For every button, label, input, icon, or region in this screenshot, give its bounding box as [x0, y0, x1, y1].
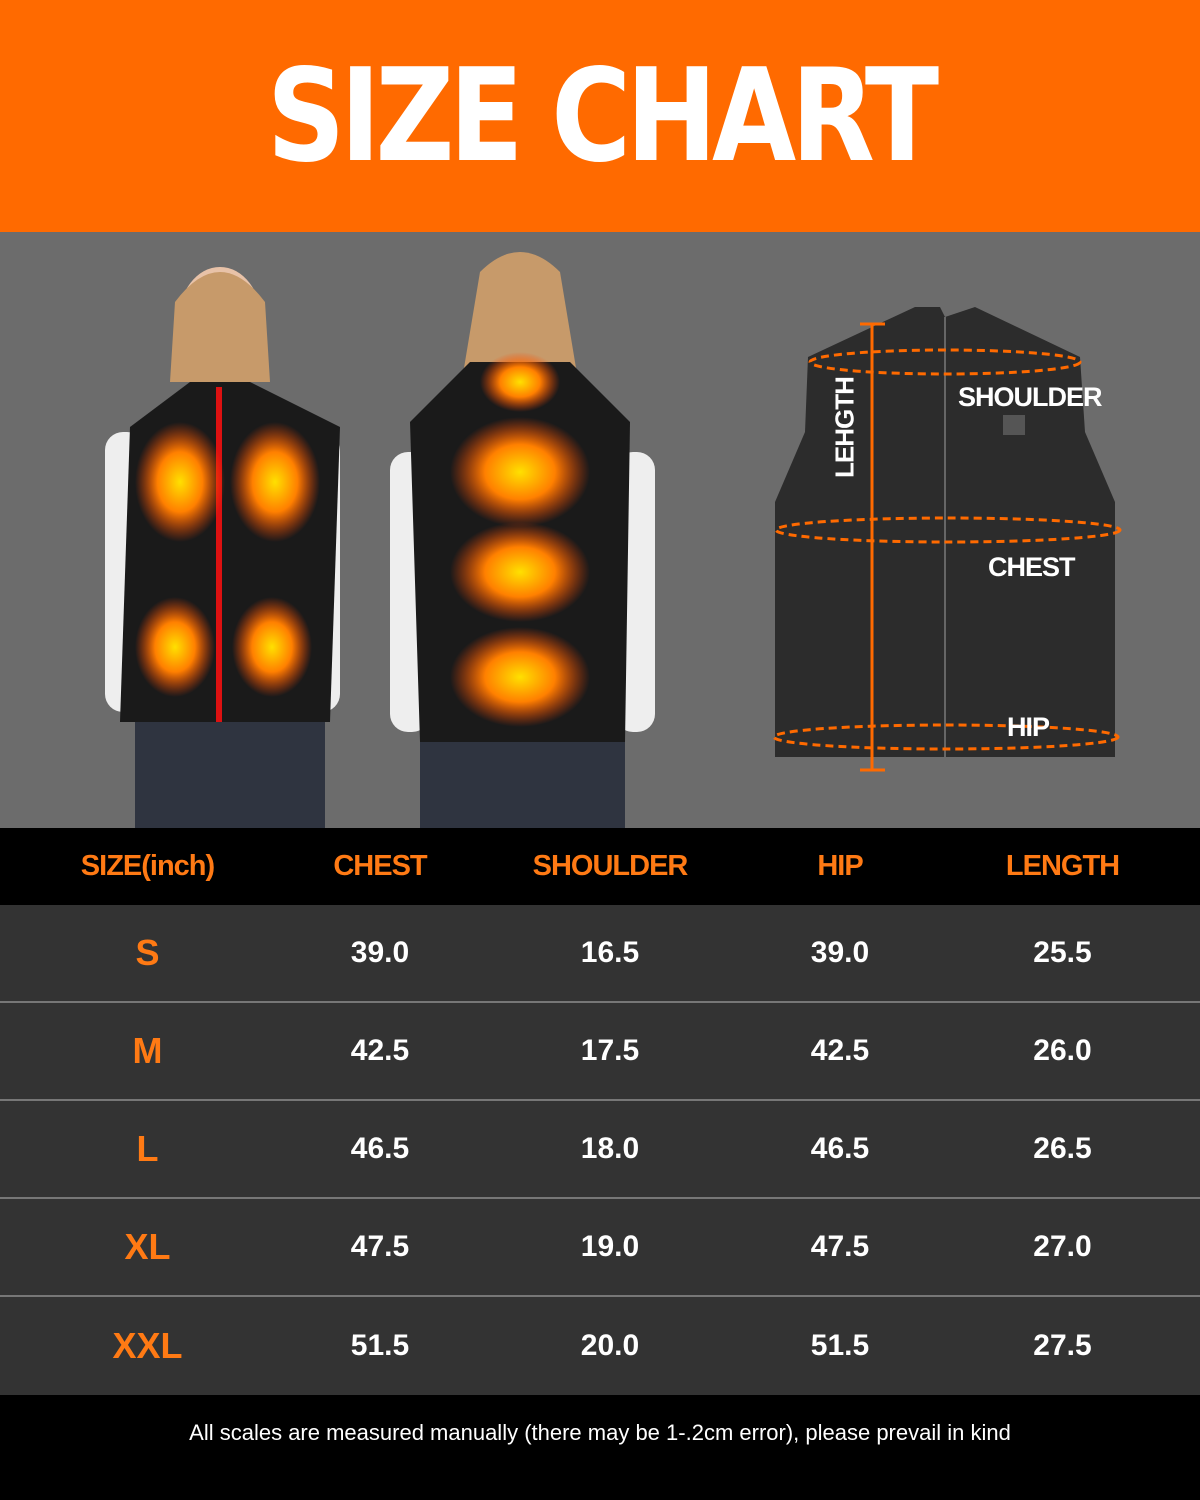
cell-chest: 47.5: [350, 1230, 410, 1263]
cell-chest: 46.5: [350, 1132, 410, 1165]
cell-length: 26.0: [1033, 1034, 1092, 1067]
cell-chest: 42.5: [350, 1034, 410, 1067]
shoulder-label: SHOULDER: [958, 382, 1103, 412]
cell-size: L: [136, 1128, 159, 1169]
cell-hip: 42.5: [810, 1034, 870, 1067]
table-row: XXL 51.5 20.0 51.5 27.5: [0, 1297, 1200, 1395]
cell-size: S: [135, 932, 160, 973]
cell-hip: 47.5: [810, 1230, 870, 1263]
front-model: [105, 267, 340, 828]
cell-size: XL: [124, 1226, 171, 1267]
table-row: M 42.5 17.5 42.5 26.0: [0, 1003, 1200, 1101]
product-photo-area: SHOULDER CHEST HIP LEHGTH: [0, 232, 1200, 828]
size-table-body: S 39.0 16.5 39.0 25.5 M 42.5 17.5 42.5 26.0 L 46.5 1…: [0, 905, 1200, 1395]
header-size: SIZE(inch): [80, 850, 215, 882]
cell-length: 26.5: [1033, 1132, 1092, 1165]
cell-shoulder: 17.5: [580, 1034, 640, 1067]
length-label: LEHGTH: [829, 377, 860, 478]
table-row: S 39.0 16.5 39.0 25.5: [0, 905, 1200, 1003]
footer-note: All scales are measured manually (there …: [0, 1395, 1200, 1470]
cell-length: 27.0: [1033, 1230, 1092, 1263]
cell-chest: 51.5: [350, 1329, 410, 1362]
cell-hip: 51.5: [810, 1329, 870, 1362]
cell-shoulder: 19.0: [580, 1230, 640, 1263]
header-length: LENGTH: [1005, 850, 1120, 882]
cell-shoulder: 18.0: [580, 1132, 640, 1165]
header-chest: CHEST: [333, 850, 427, 882]
hip-label: HIP: [1007, 712, 1050, 742]
table-row: L 46.5 18.0 46.5 26.5: [0, 1101, 1200, 1199]
cell-shoulder: 20.0: [580, 1329, 640, 1362]
table-header: SIZE(inch) CHEST SHOULDER HIP LENGTH: [0, 828, 1200, 905]
chest-label: CHEST: [988, 552, 1076, 582]
cell-shoulder: 16.5: [580, 936, 640, 969]
vest-diagram: [772, 307, 1122, 772]
cell-length: 25.5: [1033, 936, 1092, 969]
page-title: SIZE CHART: [266, 41, 938, 191]
title-banner: SIZE CHART: [0, 0, 1200, 232]
product-illustration: [105, 252, 1122, 828]
cell-hip: 46.5: [810, 1132, 870, 1165]
cell-size: M: [132, 1030, 163, 1071]
back-model: [390, 252, 655, 828]
header-hip: HIP: [817, 850, 863, 882]
cell-hip: 39.0: [810, 936, 870, 969]
table-row: XL 47.5 19.0 47.5 27.0: [0, 1199, 1200, 1297]
cell-size: XXL: [112, 1325, 183, 1366]
cell-chest: 39.0: [350, 936, 410, 969]
header-shoulder: SHOULDER: [532, 850, 689, 882]
cell-length: 27.5: [1033, 1329, 1092, 1362]
